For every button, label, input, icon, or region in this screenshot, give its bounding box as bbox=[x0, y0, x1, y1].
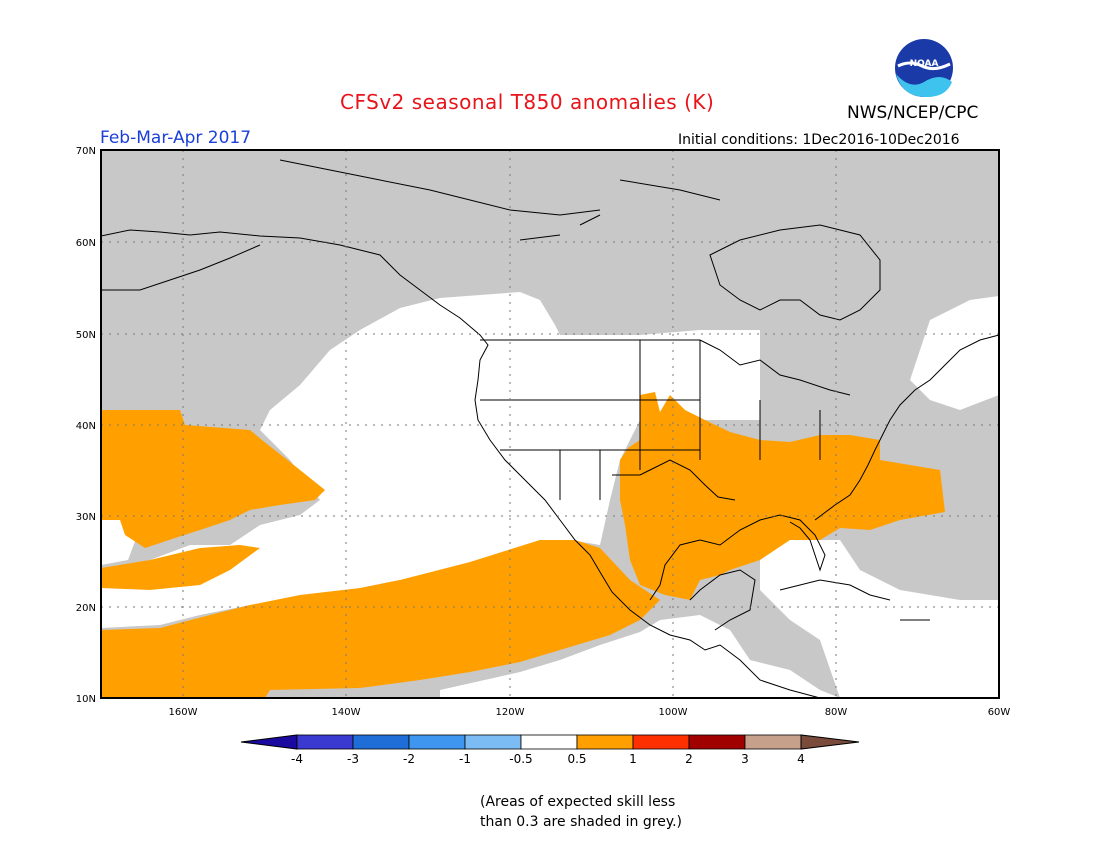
initial-conditions-label: Initial conditions: 1Dec2016-10Dec2016 bbox=[678, 132, 960, 148]
colorbar-segment bbox=[576, 734, 634, 750]
lat-label: 10N bbox=[76, 694, 96, 705]
white-region-mexico-south bbox=[440, 615, 840, 698]
colorbar-segment bbox=[296, 734, 354, 750]
orange-region-equatorial-pacific bbox=[101, 540, 660, 698]
lon-labels: 160W 140W 120W 100W 80W 60W bbox=[169, 707, 1011, 718]
colorbar-label: 2 bbox=[685, 752, 693, 766]
orange-region-central-pacific bbox=[101, 410, 325, 548]
forecast-period: Feb-Mar-Apr 2017 bbox=[100, 128, 252, 148]
gridlines bbox=[101, 150, 999, 698]
lon-label: 160W bbox=[169, 707, 198, 718]
note-line: than 0.3 are shaded in grey.) bbox=[480, 814, 683, 830]
lat-labels: 70N 60N 50N 40N 30N 20N 10N bbox=[76, 146, 96, 705]
org-label: NWS/NCEP/CPC bbox=[847, 103, 979, 123]
colorbar-segment bbox=[520, 734, 578, 750]
map-area bbox=[101, 150, 999, 698]
colorbar-label: -1 bbox=[459, 752, 471, 766]
colorbar-segment bbox=[352, 734, 410, 750]
colorbar-arrow-high bbox=[800, 734, 860, 750]
lat-label: 60N bbox=[76, 238, 96, 249]
lat-label: 70N bbox=[76, 146, 96, 157]
colorbar-label: -3 bbox=[347, 752, 359, 766]
colorbar-segment bbox=[464, 734, 522, 750]
note-line: (Areas of expected skill less bbox=[480, 794, 676, 810]
lon-label: 100W bbox=[659, 707, 688, 718]
lon-label: 80W bbox=[825, 707, 848, 718]
white-region-newfoundland bbox=[910, 296, 999, 410]
noaa-logo: NOAA bbox=[895, 39, 953, 98]
lat-label: 20N bbox=[76, 603, 96, 614]
logo-text: NOAA bbox=[910, 59, 939, 69]
colorbar-segment bbox=[744, 734, 802, 750]
chart-title: CFSv2 seasonal T850 anomalies (K) bbox=[340, 90, 715, 114]
colorbar-arrow-low bbox=[240, 734, 298, 750]
colorbar-label: 4 bbox=[797, 752, 805, 766]
map-border bbox=[100, 149, 1000, 699]
colorbar-label: 0.5 bbox=[567, 752, 586, 766]
orange-region-tropical-pacific bbox=[101, 545, 260, 590]
lat-label: 40N bbox=[76, 421, 96, 432]
colorbar-segment bbox=[408, 734, 466, 750]
skill-note: (Areas of expected skill less than 0.3 a… bbox=[480, 792, 682, 832]
colorbar: -4 -3 -2 -1 -0.5 0.5 1 2 3 4 bbox=[240, 734, 860, 766]
colorbar-label: 1 bbox=[629, 752, 637, 766]
lat-label: 50N bbox=[76, 330, 96, 341]
lon-label: 140W bbox=[332, 707, 361, 718]
colorbar-segment bbox=[632, 734, 690, 750]
colorbar-label: -0.5 bbox=[509, 752, 532, 766]
colorbar-label: -2 bbox=[403, 752, 415, 766]
colorbar-segment bbox=[688, 734, 746, 750]
lon-label: 60W bbox=[988, 707, 1011, 718]
orange-region-eastern-us bbox=[620, 392, 945, 600]
colorbar-label: 3 bbox=[741, 752, 749, 766]
white-region-pacific bbox=[101, 292, 760, 628]
coastlines bbox=[100, 159, 1000, 699]
lat-label: 30N bbox=[76, 512, 96, 523]
lon-label: 120W bbox=[496, 707, 525, 718]
white-region-caribbean bbox=[760, 540, 999, 698]
colorbar-label: -4 bbox=[291, 752, 303, 766]
